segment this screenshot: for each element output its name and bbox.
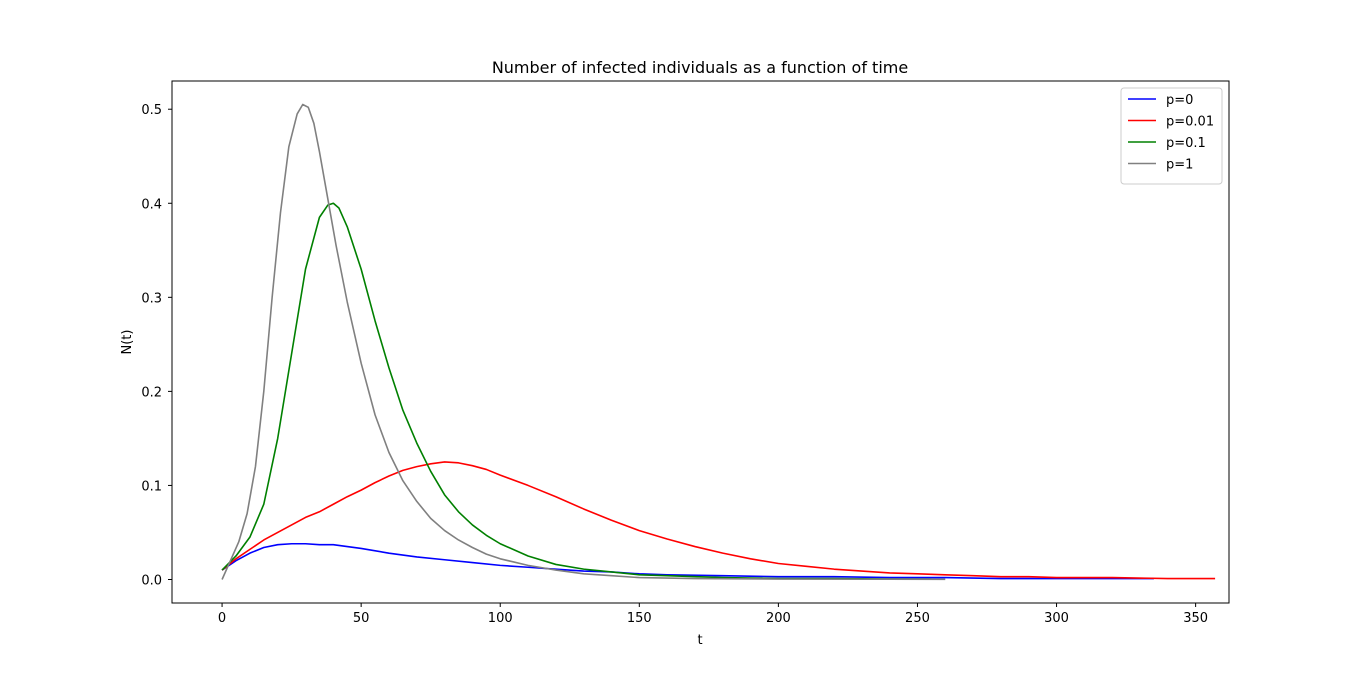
plot-area — [221, 103, 1216, 581]
x-tick-label: 50 — [353, 611, 370, 626]
y-tick-label: 0.2 — [141, 385, 162, 400]
x-tick-label: 300 — [1044, 611, 1069, 626]
x-tick-label: 100 — [488, 611, 513, 626]
legend-label: p=0 — [1166, 93, 1193, 108]
legend-label: p=0.1 — [1166, 136, 1206, 151]
legend-label: p=0.01 — [1166, 115, 1214, 130]
y-axis: 0.0 0.1 0.2 0.3 0.4 0.5 — [141, 103, 172, 588]
chart-title: Number of infected individuals as a func… — [492, 58, 908, 77]
x-tick-label: 200 — [766, 611, 791, 626]
axes-frame — [171, 80, 1230, 604]
x-axis: 0 50 100 150 200 250 300 350 — [218, 603, 1208, 626]
y-tick-label: 0.4 — [141, 197, 162, 212]
y-axis-label: N(t) — [120, 330, 135, 355]
legend-box — [1120, 87, 1223, 185]
series-line-3 — [221, 202, 932, 580]
legend: p=0 p=0.01 p=0.1 p=1 — [1120, 87, 1223, 185]
x-tick-label: 350 — [1183, 611, 1208, 626]
series-line-1 — [221, 542, 1154, 580]
y-tick-label: 0.1 — [141, 479, 162, 494]
x-tick-label: 250 — [905, 611, 930, 626]
x-tick-label: 150 — [627, 611, 652, 626]
x-tick-label: 0 — [218, 611, 226, 626]
y-tick-label: 0.5 — [141, 103, 162, 118]
x-axis-label: t — [697, 633, 702, 648]
legend-label: p=1 — [1166, 158, 1193, 173]
y-tick-label: 0.0 — [141, 573, 162, 588]
y-tick-label: 0.3 — [141, 291, 162, 306]
series-line-4 — [221, 103, 946, 581]
series-line-2 — [221, 461, 1216, 580]
